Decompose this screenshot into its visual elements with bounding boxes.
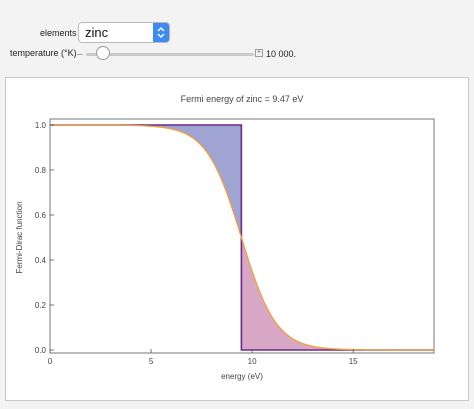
- element-select-value: zinc: [85, 25, 109, 40]
- x-tick-label: 0: [48, 357, 53, 366]
- plot-frame: [49, 118, 435, 354]
- controls-bar: elements zinc temperature (°K) – + 10 00…: [0, 0, 474, 80]
- temperature-slider-thumb[interactable]: [95, 46, 110, 60]
- fermi-dirac-chart: 0 5 10 15 0.0 0.2 0.4 0.6 0.8 1.0 Fermi energy o…: [15, 94, 435, 381]
- expand-plus-icon[interactable]: +: [255, 47, 263, 57]
- plot-panel: 0 5 10 15 0.0 0.2 0.4 0.6 0.8 1.0 Fermi energy o…: [5, 77, 469, 401]
- temperature-value: 10 000.: [266, 49, 297, 59]
- x-axis-label: energy (eV): [221, 372, 263, 381]
- area-above-fermi: [241, 237, 434, 350]
- slider-min-icon: –: [77, 49, 83, 60]
- y-tick-label: 0.6: [35, 211, 47, 220]
- y-tick-label: 0.8: [35, 166, 47, 175]
- fermi-dirac-curve: [49, 124, 434, 351]
- y-axis-label: Fermi-Dirac function: [15, 201, 24, 273]
- element-select[interactable]: zinc: [78, 22, 170, 43]
- y-tick-label: 0.0: [35, 346, 47, 355]
- y-tick-label: 1.0: [35, 121, 47, 130]
- temperature-label: temperature (°K): [10, 48, 77, 58]
- elements-label: elements: [40, 28, 77, 38]
- y-tick-label: 0.2: [35, 301, 47, 310]
- chevron-up-down-icon[interactable]: [153, 23, 169, 42]
- x-tick-label: 10: [248, 357, 257, 366]
- area-below-fermi: [50, 125, 242, 238]
- x-tick-label: 15: [349, 357, 358, 366]
- x-tick-label: 5: [149, 357, 154, 366]
- temperature-slider-track[interactable]: [86, 53, 254, 56]
- y-tick-label: 0.4: [35, 256, 47, 265]
- chart-title: Fermi energy of zinc = 9.47 eV: [181, 94, 304, 104]
